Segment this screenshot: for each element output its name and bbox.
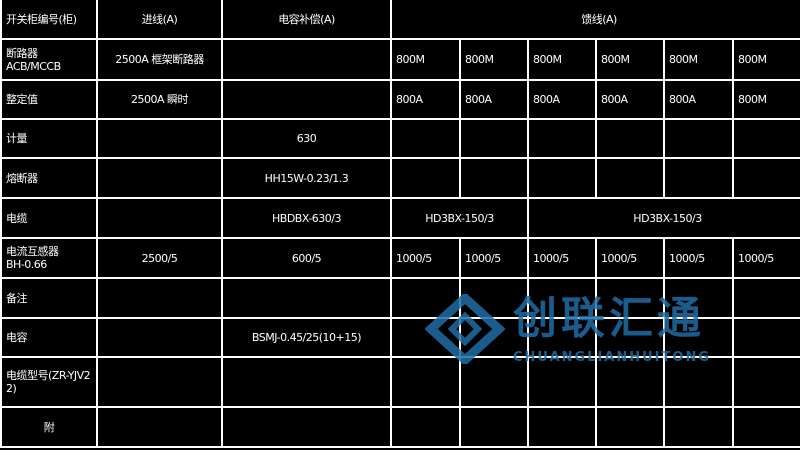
cell: 800M (663, 38, 734, 81)
cell: 800A (595, 79, 665, 120)
table-row: 附 (0, 406, 800, 448)
cell: 800A (459, 79, 529, 120)
label-text: 电流互感器 (6, 245, 59, 258)
table-row: 计量 630 (0, 118, 800, 159)
cell: HH15W-0.23/1.3 (221, 157, 392, 199)
cell: 800A (663, 79, 734, 120)
row-label: 断路器 ACB/MCCB (0, 38, 98, 81)
cell: 1000/5 (459, 237, 529, 279)
row-label: 附 (0, 406, 98, 448)
cell: 1000/5 (731, 237, 800, 279)
cell: HBDBX-630/3 (221, 197, 392, 239)
cell: 2500A 瞬时 (96, 79, 223, 120)
cell: 800M (731, 38, 800, 81)
cell: 1000/5 (663, 237, 734, 279)
cell: 800M (459, 38, 529, 81)
cell: 630 (221, 118, 392, 159)
row-label: 计量 (0, 118, 98, 159)
row-label: 熔断器 (0, 157, 98, 199)
cell: 800A (390, 79, 461, 120)
cell: HD3BX-150/3 (526, 197, 800, 239)
model-text: BH-0.66 (6, 258, 47, 271)
table-row: 备注 (0, 277, 800, 319)
cell (221, 79, 392, 120)
cell (96, 118, 223, 159)
cell: 1000/5 (390, 237, 461, 279)
cell: 2500/5 (96, 237, 223, 279)
cell: 800M (595, 38, 665, 81)
cell: 800M (390, 38, 461, 81)
table-row: 断路器 ACB/MCCB 2500A 框架断路器 800M 800M 800M 8… (0, 38, 800, 81)
row-label: 备注 (0, 277, 98, 319)
row-label: 电缆型号(ZR-YJV22) (0, 356, 98, 408)
row-label: 电流互感器 BH-0.66 (0, 237, 98, 279)
row-label: 整定值 (0, 79, 98, 120)
header-cell: 馈线(A) (389, 0, 800, 40)
cell: 2500A 框架断路器 (96, 38, 223, 81)
table-row: 电流互感器 BH-0.66 2500/5 600/5 1000/5 1000/5 … (0, 237, 800, 279)
cell: HD3BX-150/3 (390, 197, 529, 239)
cell (221, 38, 392, 81)
cell (96, 157, 223, 199)
row-label: 电容 (0, 317, 98, 358)
model-text: ACB/MCCB (6, 59, 61, 73)
header-row: 开关柜编号(柜) 进线(A) 电容补偿(A) 馈线(A) (0, 0, 800, 40)
cell: BSMJ-0.45/25(10+15) (221, 317, 392, 358)
table-row: 电缆 HBDBX-630/3 HD3BX-150/3 HD3BX-150/3 (0, 197, 800, 239)
header-cell: 开关柜编号(柜) (0, 0, 98, 40)
cell: 1000/5 (527, 237, 597, 279)
cell: 600/5 (221, 237, 392, 279)
table-row: 熔断器 HH15W-0.23/1.3 (0, 157, 800, 199)
table-row: 整定值 2500A 瞬时 800A 800A 800A 800A 800A 80… (0, 79, 800, 120)
cell: 800A (527, 79, 597, 120)
header-cell: 进线(A) (96, 0, 223, 40)
table-row: 电容 BSMJ-0.45/25(10+15) (0, 317, 800, 358)
cell (96, 197, 223, 239)
cell: 800M (527, 38, 597, 81)
table-row: 电缆型号(ZR-YJV22) (0, 356, 800, 408)
cell: 1000/5 (595, 237, 665, 279)
row-label: 电缆 (0, 197, 98, 239)
header-cell: 电容补偿(A) (221, 0, 392, 40)
cell: 800M (731, 79, 800, 120)
label-text: 断路器 (6, 46, 38, 60)
